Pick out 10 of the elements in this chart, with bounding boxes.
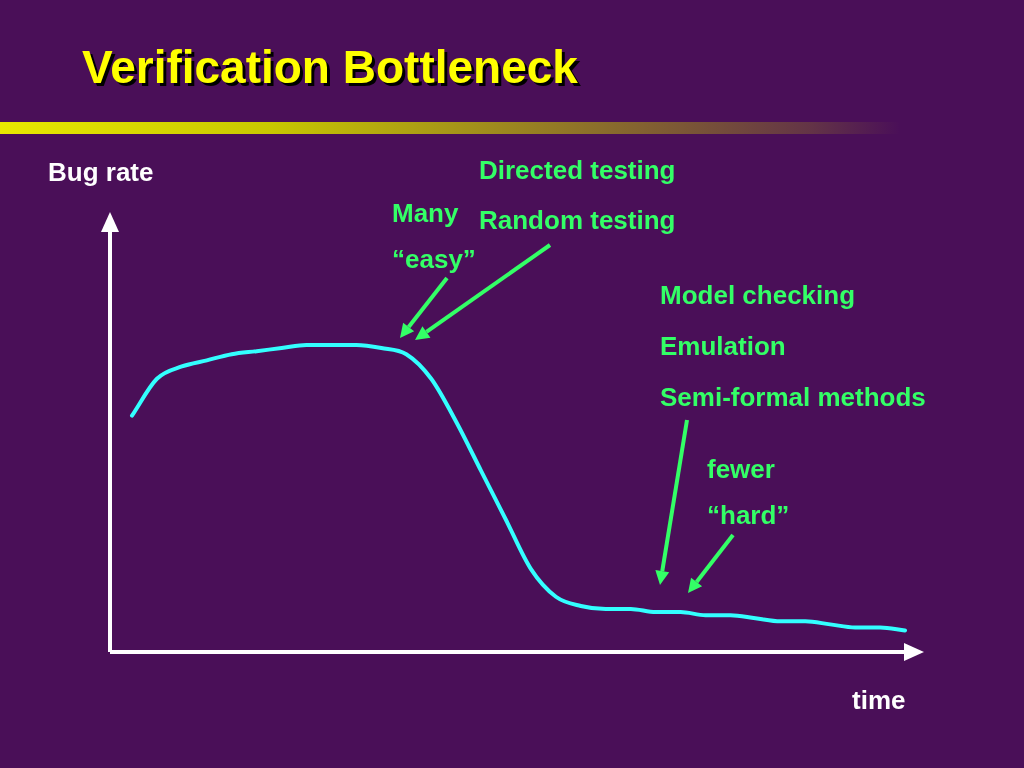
text: Random testing <box>479 205 676 236</box>
text: Many “easy” <box>392 198 476 274</box>
text: Directed testing <box>479 155 676 186</box>
text: Model checking <box>660 280 856 311</box>
chart-title: Verification Bottleneck <box>82 40 578 94</box>
text: Bug rate <box>48 157 154 188</box>
annotation: Emulation <box>660 331 786 362</box>
x-axis-title: time <box>852 685 906 716</box>
annotation: Semi-formal methods <box>660 382 926 413</box>
annotation: fewer “hard” <box>707 453 791 532</box>
